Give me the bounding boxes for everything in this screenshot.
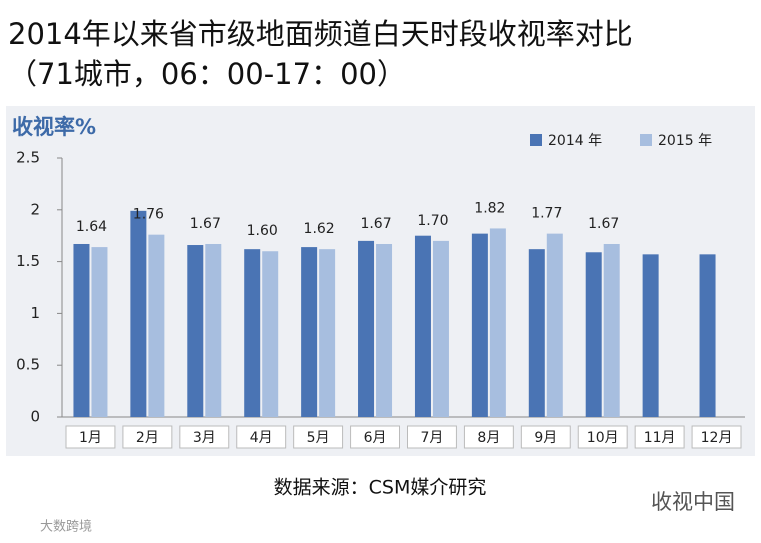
y-tick-label: 0.5 [16,356,40,374]
y-tick-label: 2 [30,200,40,218]
data-label: 1.67 [588,216,619,232]
x-tick-label: 4月 [250,430,273,446]
data-label: 1.62 [304,221,335,237]
x-tick-label: 5月 [307,430,330,446]
source-note: 数据来源：CSM媒介研究 [274,477,487,499]
x-tick-label: 3月 [193,430,216,446]
bar [699,254,716,417]
bar [376,243,393,417]
bar [130,210,147,417]
x-tick-box [577,425,628,449]
x-tick-label: 6月 [364,430,387,446]
x-tick-label: 11月 [644,430,676,446]
y-tick-label: 1.5 [16,252,40,270]
y-tick-label: 1 [30,304,40,322]
x-tick-label: 7月 [420,430,443,446]
x-tick-box [65,425,116,449]
bar [414,235,431,417]
x-tick-label: 2月 [136,430,159,446]
x-tick-box [293,425,344,449]
bar [471,233,488,417]
bar [319,249,336,417]
bar [262,251,279,417]
y-tick-label: 2.5 [16,149,40,167]
bar [91,247,108,417]
x-tick-box [691,425,742,449]
bar [642,254,659,417]
y-tick-label: 0 [30,408,40,426]
data-label: 1.70 [417,213,448,229]
chart-title: 2014年以来省市级地面频道白天时段收视率对比 [8,17,633,51]
x-tick-label: 12月 [701,430,733,446]
data-label: 1.67 [190,216,221,232]
x-tick-box [122,425,173,449]
legend-swatch [530,134,542,146]
x-tick-box [179,425,230,449]
data-label: 1.64 [76,219,107,235]
bar [432,240,449,417]
x-tick-box [236,425,287,449]
x-tick-box [463,425,514,449]
data-label: 1.60 [247,223,278,239]
bar [244,249,261,417]
bar [205,243,222,417]
x-tick-box [520,425,571,449]
x-tick-box [634,425,685,449]
data-label: 1.76 [133,207,164,223]
data-label: 1.77 [531,206,562,222]
bar [546,233,563,417]
x-tick-label: 10月 [587,430,619,446]
watermark-small: 大数跨境 [40,520,92,535]
bar [187,245,204,417]
bar [148,234,165,417]
watermark: 收视中国 [651,490,735,514]
data-label: 1.67 [360,216,391,232]
y-axis-label: 收视率% [12,115,96,139]
bar [489,228,506,417]
x-tick-box [407,425,457,449]
x-tick-label: 9月 [534,430,557,446]
bar [358,240,375,417]
x-tick-label: 1月 [79,430,102,446]
legend-label: 2015 年 [658,133,712,149]
bar [73,243,90,417]
legend-swatch [640,134,652,146]
x-tick-box [350,425,401,449]
bar [301,247,318,417]
bar [585,252,602,417]
bar [603,243,620,417]
data-label: 1.82 [474,200,505,216]
x-tick-label: 8月 [477,430,500,446]
legend-label: 2014 年 [548,133,602,149]
bar [528,249,545,417]
chart-subtitle: （71城市，06：00-17：00） [8,57,406,91]
